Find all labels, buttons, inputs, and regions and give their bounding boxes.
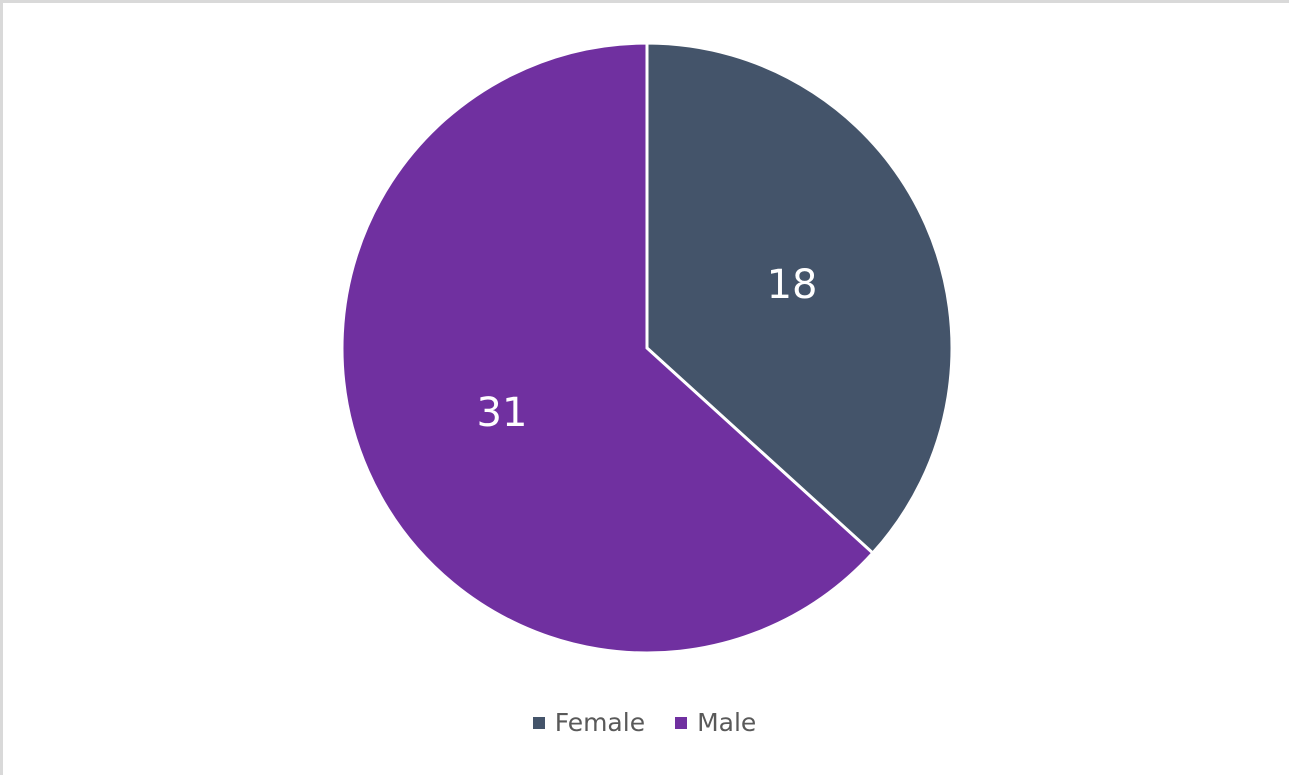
legend-item-female[interactable]: Female <box>532 708 646 737</box>
legend-item-male[interactable]: Male <box>675 708 756 737</box>
data-label-female: 18 <box>767 262 818 308</box>
legend: Female Male <box>0 708 1289 737</box>
legend-swatch-male <box>675 716 688 729</box>
legend-label-female: Female <box>554 708 646 737</box>
pie-slice-male[interactable] <box>340 41 875 655</box>
legend-swatch-female <box>532 716 545 729</box>
pie-slice-female[interactable] <box>645 41 954 556</box>
legend-label-male: Male <box>697 708 757 737</box>
data-label-male: 31 <box>477 390 528 436</box>
